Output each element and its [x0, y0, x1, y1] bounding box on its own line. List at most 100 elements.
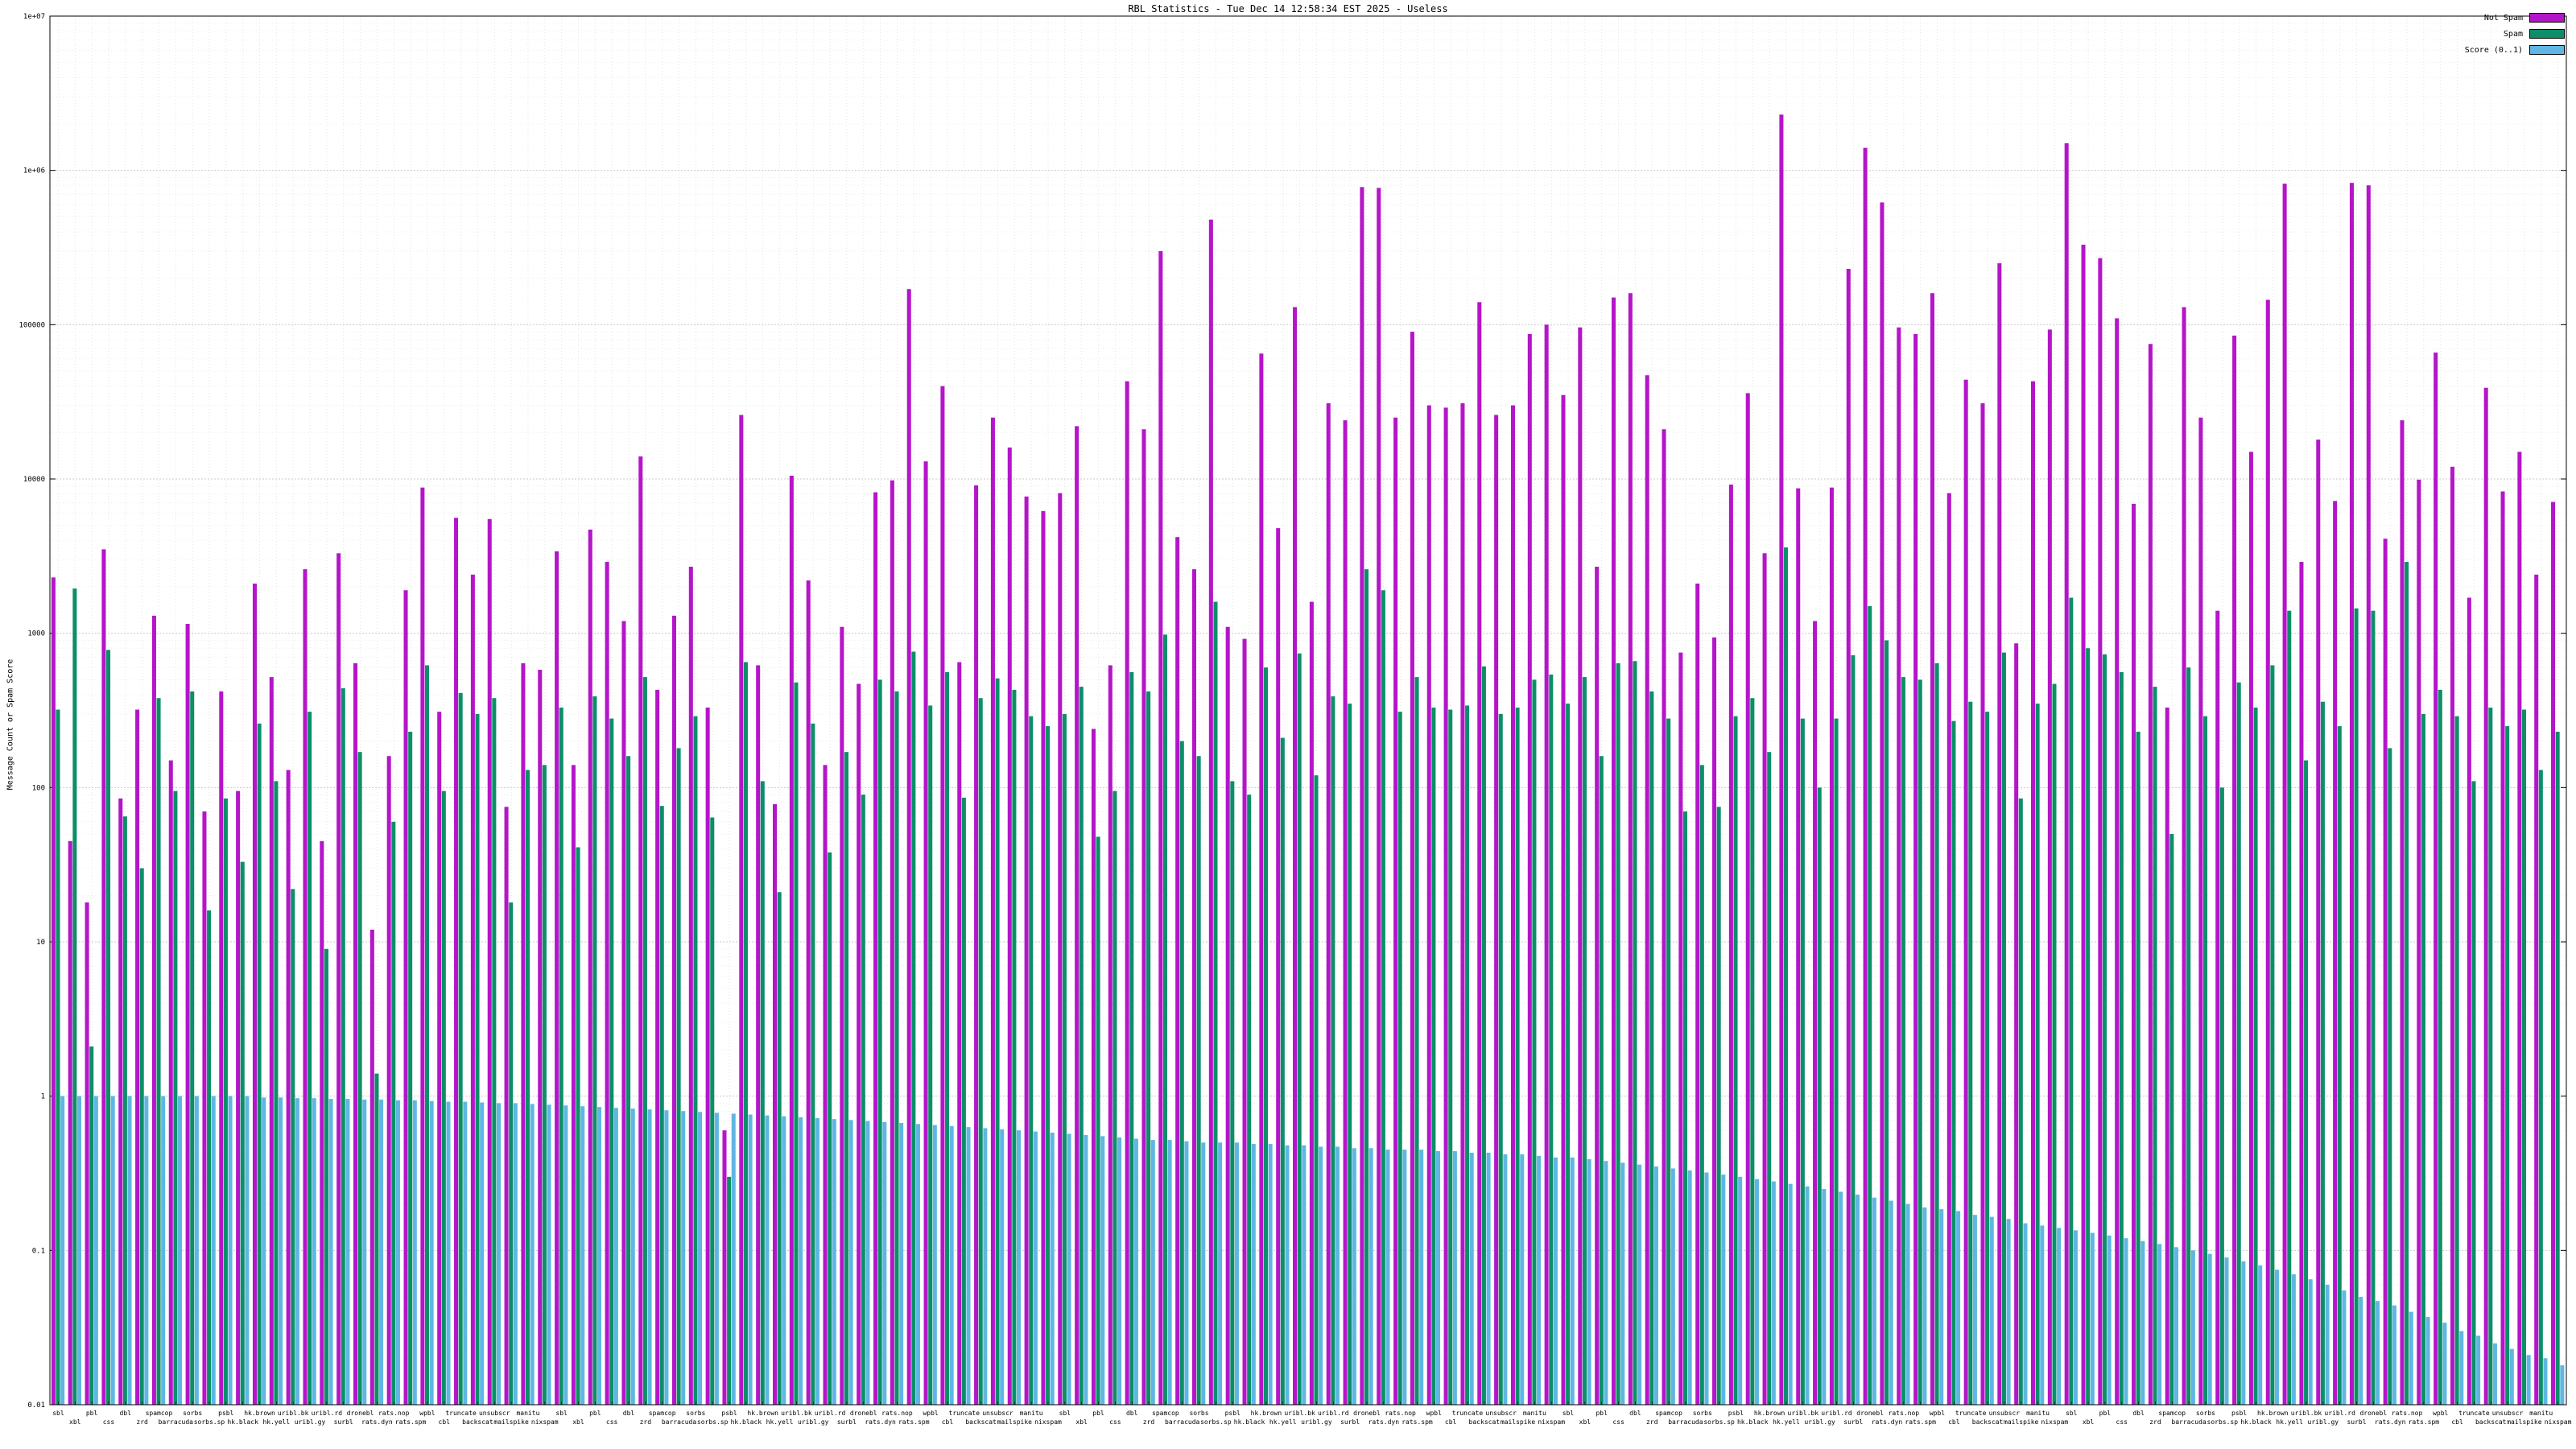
bar: [1117, 1137, 1122, 1405]
bar: [2001, 652, 2006, 1405]
bar: [794, 682, 799, 1405]
bar: [1431, 707, 1436, 1405]
bar: [2018, 798, 2023, 1405]
bar: [2555, 732, 2560, 1405]
bar: [2287, 610, 2292, 1405]
bar: [1566, 704, 1571, 1405]
x-tick-label: wpbl: [419, 1410, 435, 1417]
x-tick-label: backscat: [462, 1418, 493, 1426]
x-tick-labels: sblxblpblcssdblzrdspamcopbarracudasorbss…: [52, 1410, 2571, 1426]
y-tick-label: 10: [36, 939, 45, 947]
x-tick-label: mailspike: [493, 1418, 529, 1426]
bar: [760, 781, 765, 1405]
bar: [538, 670, 543, 1405]
bar: [2275, 1269, 2280, 1405]
bar: [1498, 713, 1503, 1405]
bar: [731, 1113, 736, 1405]
bar: [1393, 417, 1398, 1405]
bar: [739, 415, 744, 1406]
bar: [2325, 1284, 2330, 1405]
bar: [101, 549, 106, 1405]
x-tick-label: barracuda: [1668, 1418, 1703, 1426]
y-tick-label: 1e+06: [23, 167, 45, 175]
bar: [1544, 324, 1549, 1405]
bar: [688, 566, 693, 1406]
bar: [957, 662, 962, 1405]
bar: [580, 1106, 585, 1405]
bar: [1234, 1142, 1239, 1405]
bar: [2136, 732, 2140, 1405]
bar: [1029, 716, 1034, 1405]
bar: [369, 929, 374, 1405]
bar: [2409, 1311, 2413, 1405]
x-tick-label: backscat: [1972, 1418, 2004, 1426]
bar: [454, 518, 459, 1406]
bar: [1208, 219, 1213, 1405]
bar: [1050, 1133, 1055, 1405]
bar: [1280, 737, 1285, 1405]
x-tick-label: xbl: [69, 1418, 81, 1426]
bar: [2270, 665, 2275, 1405]
x-tick-label: mailspike: [997, 1418, 1033, 1426]
bar: [2483, 387, 2488, 1405]
bar: [1033, 1131, 1038, 1405]
bar: [861, 795, 865, 1405]
bar: [2438, 689, 2442, 1405]
bar: [1381, 590, 1385, 1405]
bar: [1335, 1146, 1340, 1405]
x-tick-label: xbl: [572, 1418, 584, 1426]
x-tick-label: manitu: [516, 1410, 539, 1417]
y-tick-label: 1: [41, 1093, 45, 1101]
bar: [1985, 712, 1990, 1405]
bar: [240, 861, 245, 1405]
bar: [710, 817, 715, 1405]
bar: [932, 1125, 937, 1405]
bar: [395, 1100, 400, 1405]
bar: [2400, 420, 2405, 1405]
legend-label-spam: Spam: [2503, 29, 2523, 39]
bar: [547, 1104, 551, 1405]
bar: [286, 770, 291, 1405]
x-tick-label: surbl: [2347, 1418, 2366, 1426]
bar: [2434, 352, 2438, 1405]
x-tick-label: hk.yell: [2276, 1418, 2303, 1426]
x-tick-label: sorbs: [2196, 1410, 2215, 1417]
bar: [1268, 1144, 1273, 1405]
legend-swatch-score: [2529, 45, 2565, 55]
bar: [156, 698, 161, 1405]
bar: [110, 1096, 115, 1405]
x-tick-label: zrd: [2149, 1418, 2161, 1426]
bar: [576, 847, 580, 1405]
bar: [1259, 353, 1264, 1405]
bar: [526, 770, 530, 1405]
x-tick-label: rats.dyn: [1872, 1418, 1903, 1426]
bar: [609, 718, 614, 1405]
x-tick-label: cbl: [1445, 1418, 1457, 1426]
x-tick-label: hk.black: [1737, 1418, 1769, 1426]
bar: [2534, 574, 2539, 1405]
bar: [2153, 687, 2157, 1405]
bar: [1678, 652, 1683, 1405]
bar: [127, 1096, 132, 1405]
x-tick-label: nixspam: [531, 1418, 559, 1426]
bar: [76, 1096, 81, 1405]
bar: [1796, 488, 1801, 1405]
bar: [68, 840, 72, 1405]
bar: [727, 1176, 732, 1405]
bar: [1141, 429, 1146, 1406]
bar: [1067, 1133, 1071, 1405]
bar: [1494, 415, 1499, 1406]
x-tick-label: hk.brown: [1251, 1410, 1282, 1417]
x-tick-label: hk.brown: [747, 1410, 778, 1417]
x-tick-label: dbl: [1629, 1410, 1641, 1417]
bar: [828, 852, 832, 1405]
x-tick-label: sbl: [2066, 1410, 2078, 1417]
x-tick-label: uribl.gy: [1301, 1418, 1332, 1426]
x-tick-label: dbl: [120, 1410, 132, 1417]
bar: [2492, 1343, 2497, 1405]
bar: [1062, 713, 1067, 1405]
bar: [1788, 1183, 1793, 1405]
bar: [2354, 608, 2359, 1405]
bar: [1184, 1141, 1189, 1405]
bar: [1687, 1170, 1692, 1405]
